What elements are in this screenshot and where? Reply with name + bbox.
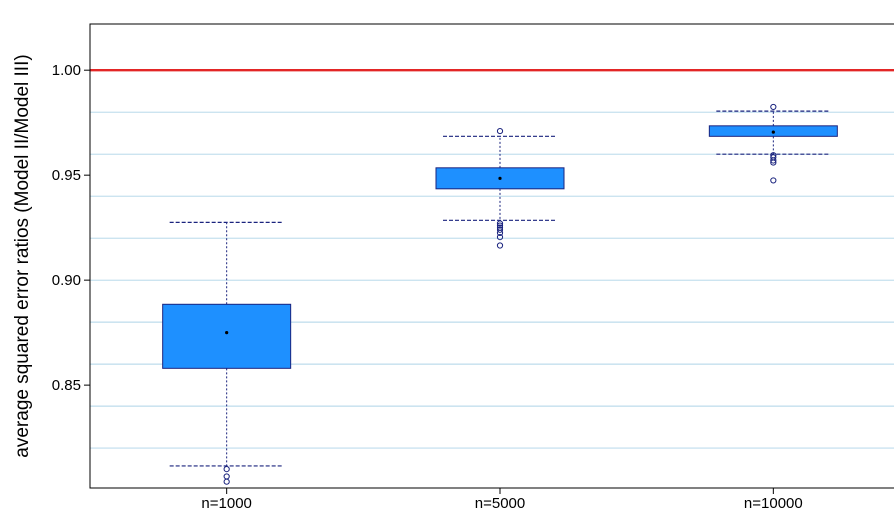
outlier-point [496, 229, 504, 237]
outlier-point [496, 220, 504, 227]
box-group [708, 103, 838, 184]
outlier-point [770, 157, 777, 164]
median-marker [225, 331, 229, 335]
y-axis-ticks: 0.85 0.90 0.95 1.00 [52, 62, 90, 394]
box-group [435, 127, 565, 249]
y-tick-label: 1.00 [52, 62, 81, 79]
outlier-point [223, 473, 230, 480]
x-tick-label: n=1000 [201, 495, 251, 512]
outlier-point [223, 478, 230, 485]
iqr-box [162, 303, 292, 369]
x-tick-label: n=5000 [475, 495, 525, 512]
y-tick-label: 0.85 [52, 377, 81, 394]
outlier-point [496, 234, 504, 241]
plot-frame [89, 23, 894, 489]
x-axis-ticks: n=1000 n=5000 n=10000 [201, 488, 803, 512]
outlier-point [223, 466, 230, 473]
x-tick-label: n=10000 [744, 495, 803, 512]
y-tick-label: 0.90 [52, 272, 81, 289]
y-tick-label: 0.95 [52, 167, 81, 184]
outlier-point [496, 127, 504, 135]
box-group [162, 221, 292, 485]
outlier-point [496, 242, 504, 249]
outlier-point [496, 226, 504, 233]
outlier-point [770, 177, 777, 184]
outlier-point [770, 103, 777, 111]
median-marker [771, 130, 775, 134]
median-marker [498, 176, 502, 180]
boxes-layer [162, 103, 838, 485]
outlier-point [770, 159, 777, 166]
y-axis-title: average squared error ratios (Model II/M… [12, 54, 33, 457]
outlier-point [496, 222, 504, 229]
